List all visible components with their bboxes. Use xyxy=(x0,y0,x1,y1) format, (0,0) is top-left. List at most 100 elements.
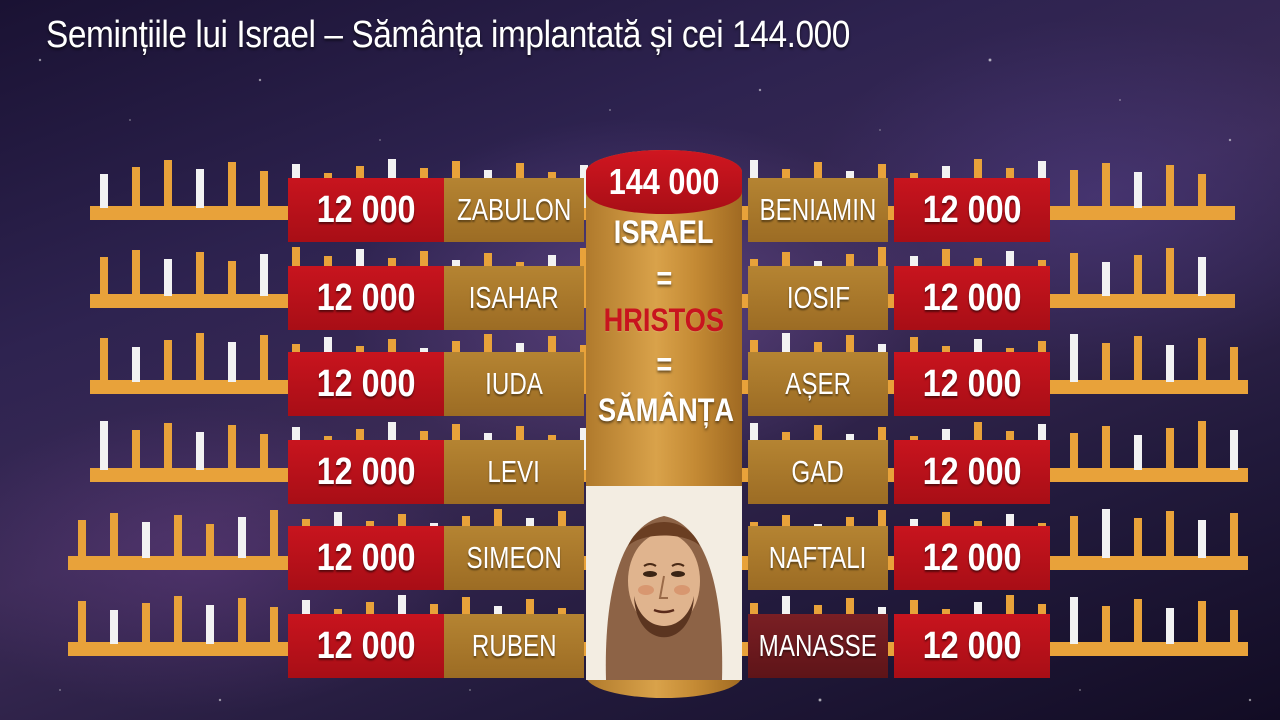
fence-post xyxy=(1230,347,1238,382)
fence-post xyxy=(142,603,150,644)
fence-post xyxy=(1198,338,1206,382)
fence-post xyxy=(100,338,108,382)
fence-post xyxy=(1134,435,1142,470)
tribe-aser: AȘER xyxy=(748,352,888,416)
fence-post xyxy=(1166,345,1174,382)
right-count-2: 12 000 xyxy=(894,266,1050,330)
fence-post xyxy=(1166,248,1174,296)
fence-post xyxy=(206,605,214,644)
fence-post xyxy=(196,333,204,382)
fence-post xyxy=(260,171,268,208)
fence-post xyxy=(270,607,278,644)
fence-post xyxy=(196,432,204,470)
fence-post xyxy=(1134,599,1142,644)
fence-post xyxy=(174,596,182,644)
fence-post xyxy=(1102,343,1110,382)
fence-post xyxy=(238,517,246,558)
fence-post xyxy=(238,598,246,644)
fence-post xyxy=(228,162,236,208)
fence-post xyxy=(1134,336,1142,382)
fence-post xyxy=(164,160,172,208)
fence-post xyxy=(132,250,140,296)
fence-post xyxy=(1070,334,1078,382)
fence-post xyxy=(100,421,108,470)
total-count-badge: 144 000 xyxy=(586,150,742,214)
fence-post xyxy=(164,340,172,382)
christ-portrait-icon xyxy=(586,486,742,680)
fence-post xyxy=(1102,606,1110,644)
fence-post xyxy=(100,174,108,208)
fence-post xyxy=(1230,430,1238,470)
fence-post xyxy=(1102,163,1110,208)
fence-post xyxy=(110,513,118,558)
page-title: Semințiile lui Israel – Sămânța implanta… xyxy=(46,14,850,56)
left-count-3: 12 000 xyxy=(288,352,444,416)
fence-post xyxy=(100,257,108,296)
tribe-gad: GAD xyxy=(748,440,888,504)
tribe-manasse: MANASSE xyxy=(748,614,888,678)
fence-post xyxy=(1230,610,1238,644)
fence-post xyxy=(1134,172,1142,208)
left-count-2: 12 000 xyxy=(288,266,444,330)
fence-post xyxy=(1166,608,1174,644)
fence-post xyxy=(1230,513,1238,558)
fence-post xyxy=(1166,428,1174,470)
tribe-simeon: SIMEON xyxy=(444,526,584,590)
fence-post xyxy=(1102,509,1110,558)
right-count-5: 12 000 xyxy=(894,526,1050,590)
hristos-label: HRISTOS xyxy=(603,302,725,338)
fence-post xyxy=(196,169,204,208)
fence-post xyxy=(260,335,268,382)
tribe-naftali: NAFTALI xyxy=(748,526,888,590)
left-count-6: 12 000 xyxy=(288,614,444,678)
tribe-iosif: IOSIF xyxy=(748,266,888,330)
equals-sign-1: = xyxy=(656,260,672,296)
fence-post xyxy=(1134,255,1142,296)
fence-post xyxy=(1070,516,1078,558)
samanta-label: SĂMÂNȚA xyxy=(597,392,734,428)
right-count-3: 12 000 xyxy=(894,352,1050,416)
fence-post xyxy=(164,259,172,296)
tribe-beniamin: BENIAMIN xyxy=(748,178,888,242)
fence-post xyxy=(228,342,236,382)
fence-post xyxy=(260,254,268,296)
fence-post xyxy=(1198,520,1206,558)
fence-post xyxy=(110,610,118,644)
left-count-5: 12 000 xyxy=(288,526,444,590)
fence-post xyxy=(142,522,150,558)
right-count-1: 12 000 xyxy=(894,178,1050,242)
left-count-1: 12 000 xyxy=(288,178,444,242)
fence-post xyxy=(1166,511,1174,558)
fence-post xyxy=(78,520,86,558)
fence-post xyxy=(164,423,172,470)
right-count-4: 12 000 xyxy=(894,440,1050,504)
left-count-4: 12 000 xyxy=(288,440,444,504)
tribe-isahar: ISAHAR xyxy=(444,266,584,330)
fence-post xyxy=(132,430,140,470)
fence-post xyxy=(1102,262,1110,296)
fence-post xyxy=(1070,253,1078,296)
fence-post xyxy=(1070,170,1078,208)
tribe-zabulon: ZABULON xyxy=(444,178,584,242)
fence-post xyxy=(174,515,182,558)
tribe-levi: LEVI xyxy=(444,440,584,504)
fence-post xyxy=(580,345,588,382)
tribe-iuda: IUDA xyxy=(444,352,584,416)
fence-post xyxy=(78,601,86,644)
fence-post xyxy=(1070,433,1078,470)
fence-post xyxy=(1198,174,1206,208)
fence-post xyxy=(1070,597,1078,644)
fence-post xyxy=(1134,518,1142,558)
fence-post xyxy=(1102,426,1110,470)
fence-post xyxy=(1166,165,1174,208)
tribe-ruben: RUBEN xyxy=(444,614,584,678)
fence-post xyxy=(1198,601,1206,644)
fence-post xyxy=(1198,421,1206,470)
fence-post xyxy=(270,510,278,558)
fence-post xyxy=(196,252,204,296)
fence-post xyxy=(132,167,140,208)
right-count-6: 12 000 xyxy=(894,614,1050,678)
fence-post xyxy=(580,428,588,470)
israel-label: ISRAEL xyxy=(614,214,714,250)
fence-post xyxy=(580,165,588,208)
